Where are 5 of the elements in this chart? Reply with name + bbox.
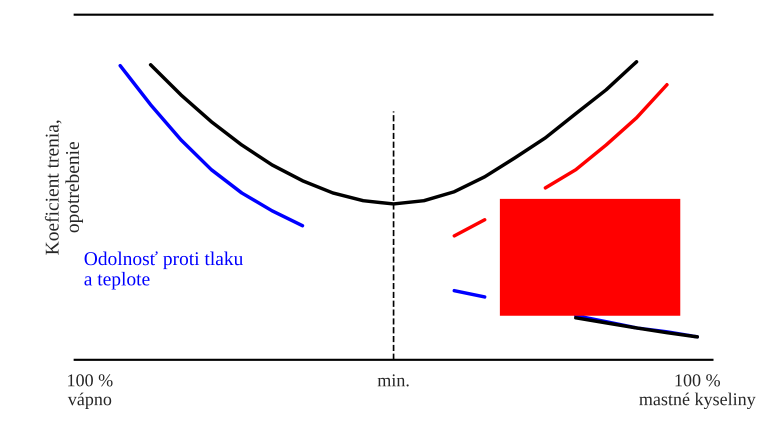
x-tick-label: 100 % vápno bbox=[68, 374, 113, 409]
x-tick-label: 100 % mastné kyseliny bbox=[639, 374, 756, 410]
y-axis-title: Koeficient trenia, opotrebenie bbox=[44, 120, 84, 255]
text: Odolnosť proti tlaku a teplote bbox=[84, 251, 243, 290]
x-tick-label: min. bbox=[378, 374, 409, 386]
